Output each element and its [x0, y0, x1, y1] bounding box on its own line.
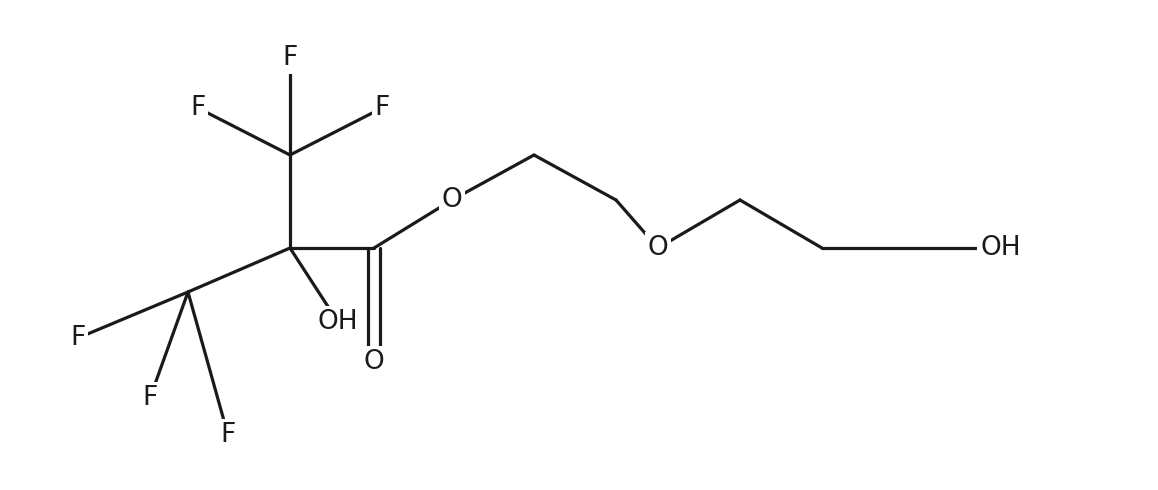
Text: F: F: [374, 95, 389, 121]
Text: O: O: [441, 187, 462, 213]
Text: OH: OH: [980, 235, 1020, 261]
Text: F: F: [190, 95, 206, 121]
Text: OH: OH: [317, 309, 358, 335]
Text: F: F: [283, 45, 298, 71]
Text: F: F: [220, 422, 235, 448]
Text: F: F: [71, 325, 86, 351]
Text: F: F: [142, 385, 157, 411]
Text: O: O: [647, 235, 668, 261]
Text: O: O: [364, 349, 384, 375]
